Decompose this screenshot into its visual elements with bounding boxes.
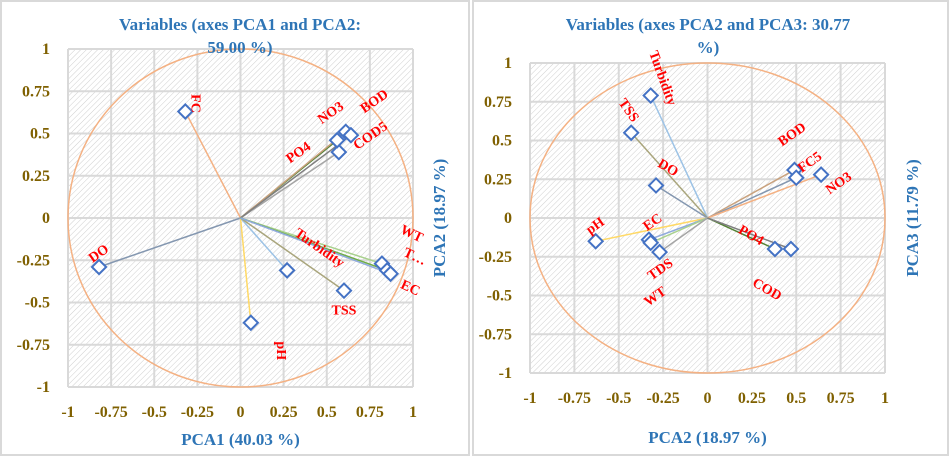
- y-axis-title: PCA3 (11.79 %): [903, 159, 922, 277]
- x-tick-label: -0.5: [606, 390, 631, 407]
- vector-line: [650, 95, 709, 219]
- x-tick-label: 0.5: [786, 390, 806, 407]
- y-tick-label: 0.5: [492, 133, 512, 150]
- y-tick-label: 1: [42, 41, 50, 58]
- vector-line: [659, 217, 708, 253]
- data-point: [642, 87, 660, 105]
- y-tick-label: -0.25: [17, 252, 50, 269]
- x-tick-label: -0.25: [646, 390, 679, 407]
- x-tick-label: -1: [523, 390, 536, 407]
- data-point: [342, 126, 360, 144]
- vector-line: [184, 111, 242, 219]
- x-tick-label: -1: [61, 404, 74, 421]
- data-point: [647, 176, 665, 194]
- y-tick-label: -0.75: [17, 337, 50, 354]
- x-axis-title: PCA1 (40.03 %): [181, 430, 300, 449]
- y-tick-label: 0.25: [484, 171, 512, 188]
- x-tick-label: 0.5: [317, 404, 337, 421]
- data-point: [278, 261, 296, 279]
- vector-line: [240, 134, 352, 219]
- vector-line: [595, 217, 708, 242]
- vector-line: [650, 217, 708, 244]
- y-tick-label: 0.75: [484, 94, 512, 111]
- y-tick-label: -0.75: [479, 326, 512, 343]
- y-tick-label: 0.5: [30, 126, 50, 143]
- y-tick-label: -1: [37, 379, 50, 396]
- chart-pca2-pca3: -1 -1 -0.75 -0.75 -0.5 -0.5 -0.25 -0.25 0 0 0.25 0.…: [479, 15, 922, 447]
- x-tick-label: -0.25: [181, 404, 214, 421]
- data-point: [328, 131, 346, 149]
- data-point: [622, 124, 640, 142]
- x-tick-label: -0.75: [94, 404, 127, 421]
- correlation-circle: [67, 48, 414, 388]
- data-point: [812, 166, 830, 184]
- chart-title: Variables (axes PCA2 and PCA3: 30.77: [566, 15, 851, 34]
- y-tick-label: 0.25: [22, 168, 50, 185]
- x-tick-label: 0.75: [356, 404, 384, 421]
- x-tick-label: 0: [704, 390, 712, 407]
- chart-title: 59.00 %): [207, 38, 272, 57]
- y-axis-title: PCA2 (18.97 %): [430, 159, 449, 278]
- x-tick-label: 1: [881, 390, 889, 407]
- vector-line: [239, 217, 288, 271]
- data-point: [335, 282, 353, 300]
- y-tick-label: 0: [504, 210, 512, 227]
- vector-line: [240, 217, 383, 265]
- chart-title: Variables (axes PCA1 and PCA2:: [119, 15, 361, 34]
- vector-line: [240, 131, 347, 219]
- data-point: [651, 243, 669, 261]
- data-point: [330, 143, 348, 161]
- point-label: TSS: [332, 304, 357, 319]
- data-point: [587, 232, 605, 250]
- vector-line: [707, 217, 776, 250]
- vector-line: [707, 169, 795, 219]
- vector-line: [240, 217, 345, 292]
- vector-line: [98, 217, 241, 268]
- correlation-circle: [529, 62, 886, 374]
- vector-line: [707, 173, 822, 219]
- data-point: [382, 265, 400, 283]
- vector-line: [655, 184, 708, 219]
- vector-line: [630, 132, 709, 219]
- x-tick-label: 1: [409, 404, 417, 421]
- x-tick-label: -0.5: [142, 404, 167, 421]
- x-axis-title: PCA2 (18.97 %): [648, 428, 767, 447]
- y-tick-label: -0.5: [25, 295, 50, 312]
- data-point: [90, 258, 108, 276]
- data-point: [242, 314, 260, 332]
- x-tick-label: 0.75: [827, 390, 855, 407]
- x-tick-label: 0.25: [270, 404, 298, 421]
- data-point: [642, 234, 660, 252]
- point-label: EC: [398, 278, 422, 300]
- y-tick-label: -0.25: [479, 249, 512, 266]
- vector-line: [240, 217, 391, 275]
- vector-line: [239, 217, 252, 323]
- data-point: [176, 103, 194, 121]
- vector-line: [240, 151, 340, 219]
- point-label: FC: [187, 94, 202, 113]
- vector-line: [707, 177, 797, 219]
- x-tick-label: 0: [237, 404, 245, 421]
- y-tick-label: 0.75: [22, 83, 50, 100]
- data-point: [787, 169, 805, 187]
- x-tick-label: -0.75: [558, 390, 591, 407]
- point-label: pH: [273, 341, 288, 360]
- chart-title: %): [697, 38, 720, 57]
- y-tick-label: 0: [42, 210, 50, 227]
- y-tick-label: -0.5: [487, 288, 512, 305]
- y-tick-label: -1: [499, 365, 512, 382]
- data-point: [766, 240, 784, 258]
- x-tick-label: 0.25: [738, 390, 766, 407]
- data-point: [782, 240, 800, 258]
- y-tick-label: 1: [504, 55, 512, 72]
- chart-pca1-pca2: -1 -1 -0.75 -0.75 -0.5 -0.5 -0.25 -0.25 0 0 0.25 0.…: [17, 15, 449, 449]
